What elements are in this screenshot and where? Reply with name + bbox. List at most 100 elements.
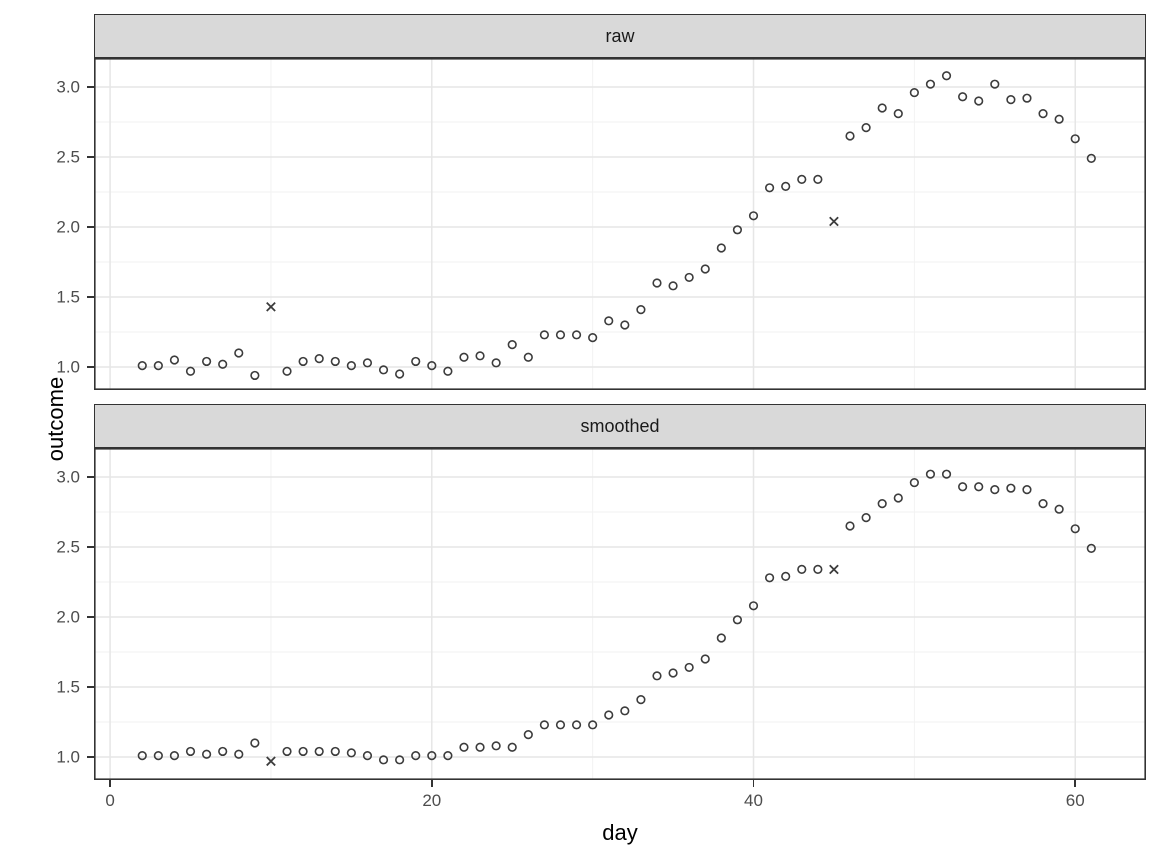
data-point-circle: [700, 654, 710, 664]
data-point-circle: [169, 355, 180, 365]
y-tick-mark: [87, 86, 94, 88]
data-point-circle: [362, 751, 373, 761]
data-point-circle: [250, 370, 260, 381]
data-point-circle: [1006, 94, 1016, 105]
x-tick-label: 40: [744, 791, 763, 810]
data-point-circle: [941, 71, 952, 81]
data-point-circle: [797, 564, 807, 575]
data-point-circle: [298, 356, 308, 367]
data-point-circle: [218, 746, 228, 757]
data-point-circle: [925, 469, 936, 479]
data-point-circle: [507, 340, 517, 350]
y-tick-label: 2.5: [56, 537, 80, 557]
data-point-circle: [652, 671, 662, 681]
data-point-circle: [475, 742, 485, 752]
data-point-circle: [684, 662, 694, 673]
data-point-circle: [781, 571, 791, 582]
y-tick-mark: [87, 546, 94, 548]
panel-border: [94, 448, 1146, 780]
data-point-circle: [346, 361, 356, 371]
x-tick-mark: [109, 780, 111, 787]
data-point-circle: [813, 564, 823, 575]
data-point-circle: [523, 352, 533, 362]
y-tick-label: 3.0: [56, 467, 80, 487]
data-point-circle: [282, 366, 292, 376]
data-point-circle: [330, 746, 340, 757]
data-point-circle: [169, 751, 180, 761]
data-point-circle: [958, 482, 968, 492]
data-point-circle: [395, 369, 405, 379]
data-point-circle: [411, 751, 421, 761]
data-point-circle: [861, 512, 871, 523]
data-point-circle: [507, 742, 517, 752]
data-point-circle: [845, 521, 855, 531]
data-point-circle: [877, 103, 887, 113]
data-point-circle: [427, 361, 437, 371]
y-tick-label: 1.0: [56, 747, 80, 767]
data-point-circle: [716, 243, 726, 253]
data-point-circle: [137, 751, 147, 761]
outlier-x-marker: [829, 564, 839, 575]
data-point-circle: [153, 751, 163, 761]
data-point-circle: [861, 122, 871, 133]
facet-strip-raw: raw: [94, 14, 1146, 58]
data-point-circle: [201, 356, 212, 367]
data-point-circle: [604, 710, 614, 720]
data-point-circle: [781, 181, 791, 192]
data-point-circle: [668, 281, 678, 291]
panel-border: [94, 58, 1146, 390]
data-point-circle: [845, 131, 855, 141]
data-point-circle: [1022, 484, 1032, 495]
data-point-circle: [732, 615, 743, 625]
y-axis-title: outcome: [43, 376, 69, 462]
outlier-x-marker: [266, 756, 276, 767]
data-point-circle: [684, 272, 694, 283]
data-point-circle: [346, 748, 356, 758]
data-point-circle: [475, 351, 485, 361]
data-point-circle: [314, 746, 324, 757]
data-point-circle: [893, 108, 903, 119]
data-point-circle: [491, 741, 501, 751]
data-point-circle: [185, 366, 196, 376]
x-tick-label: 0: [105, 791, 115, 810]
data-point-circle: [813, 174, 823, 185]
data-point-circle: [298, 746, 308, 757]
data-point-circle: [877, 498, 887, 509]
data-point-circle: [893, 493, 903, 503]
data-point-circle: [716, 633, 726, 643]
x-tick-label: 60: [1065, 791, 1085, 810]
data-point-circle: [555, 720, 566, 730]
data-point-circle: [571, 720, 582, 730]
data-point-circle: [153, 361, 163, 371]
data-point-circle: [395, 755, 405, 765]
data-point-circle: [443, 366, 453, 376]
data-point-circle: [636, 305, 646, 315]
data-point-circle: [909, 87, 919, 98]
data-point-circle: [378, 755, 389, 765]
data-point-circle: [137, 361, 147, 371]
y-tick-mark: [87, 756, 94, 758]
y-tick-label: 2.0: [56, 607, 80, 627]
x-tick-label: 20: [422, 791, 442, 810]
data-point-circle: [652, 278, 662, 288]
data-point-circle: [732, 225, 743, 235]
smoothed-panel: [94, 448, 1146, 780]
y-tick-label: 1.5: [56, 677, 80, 697]
data-point-circle: [1038, 498, 1048, 509]
data-point-circle: [378, 365, 389, 375]
data-point-circle: [764, 573, 775, 583]
data-point-circle: [201, 749, 212, 759]
data-point-circle: [1022, 93, 1032, 103]
data-point-circle: [588, 720, 598, 730]
y-tick-mark: [87, 616, 94, 618]
data-point-circle: [330, 356, 340, 367]
data-point-circle: [234, 348, 244, 358]
y-tick-label: 2.5: [56, 147, 80, 167]
data-point-circle: [250, 738, 260, 748]
data-point-circle: [588, 333, 598, 343]
data-point-circle: [459, 352, 469, 362]
data-point-circle: [1006, 483, 1016, 493]
data-point-circle: [620, 320, 630, 330]
data-point-circle: [668, 668, 678, 678]
y-tick-mark: [87, 156, 94, 158]
